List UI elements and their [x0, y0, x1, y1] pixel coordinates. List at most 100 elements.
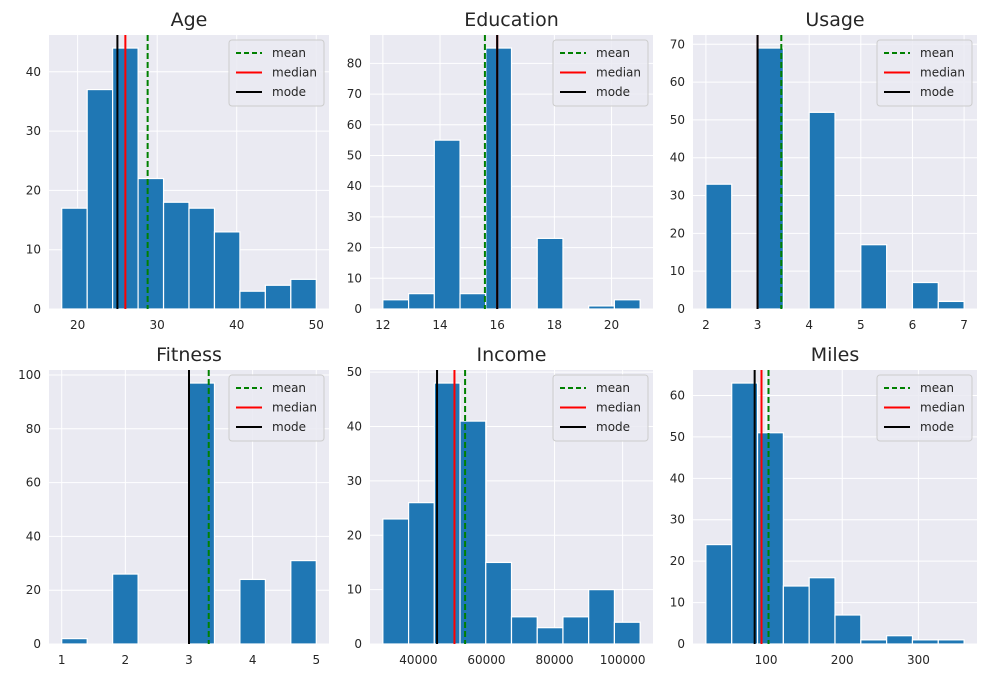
age-y-tick-label: 0: [33, 302, 41, 316]
income-histogram-bar: [536, 627, 564, 645]
miles-histogram-bar: [808, 577, 836, 645]
income-histogram-bar: [407, 502, 435, 645]
miles-legend: mean median mode: [876, 374, 973, 442]
income-y-tick-label: 40: [347, 420, 362, 434]
usage-legend: mean median mode: [876, 39, 973, 107]
age-y-tick-label: 20: [26, 183, 41, 197]
age-y-tick-label: 40: [26, 65, 41, 79]
usage-y-tick-label: 0: [677, 302, 685, 316]
miles-y-tick-label: 40: [670, 471, 685, 485]
fitness-y-tick-label: 20: [26, 583, 41, 597]
education-y-tick-label: 80: [347, 56, 362, 70]
usage-chart-title: Usage: [805, 9, 864, 31]
education-y-tick-label: 10: [347, 271, 362, 285]
usage-legend-box: [876, 39, 973, 107]
education-histogram-panel: 12 14 16 18 20 0 10 20 30 40 50 60 70 80 Education mean…: [347, 9, 653, 332]
income-legend-mean-label: mean: [596, 381, 630, 395]
fitness-x-tick-label: 2: [122, 653, 130, 667]
usage-legend-mean-label: mean: [920, 46, 954, 60]
usage-x-tick-label: 6: [909, 318, 917, 332]
education-y-tick-label: 50: [347, 148, 362, 162]
age-x-tick-label: 30: [150, 318, 165, 332]
fitness-legend-median-label: median: [272, 401, 317, 415]
fitness-histogram-bar: [239, 578, 266, 645]
education-y-tick-label: 20: [347, 241, 362, 255]
age-histogram-bar: [264, 284, 292, 310]
education-y-tick-label: 0: [354, 302, 362, 316]
miles-histogram-bar: [911, 639, 939, 645]
fitness-x-tick-label: 3: [185, 653, 193, 667]
income-chart-title: Income: [477, 344, 547, 366]
fitness-chart-title: Fitness: [156, 344, 222, 366]
fitness-legend-mode-label: mode: [272, 420, 306, 434]
age-histogram-bar: [61, 207, 88, 310]
fitness-legend: mean median mode: [228, 374, 325, 442]
fitness-y-tick-label: 80: [26, 422, 41, 436]
fitness-histogram-bar: [61, 638, 88, 645]
fitness-y-tick-label: 100: [18, 368, 41, 382]
fitness-x-tick-label: 4: [249, 653, 257, 667]
fitness-legend-mean-label: mean: [272, 381, 306, 395]
education-legend-mean-label: mean: [596, 46, 630, 60]
age-histogram-bar: [137, 177, 165, 310]
miles-legend-mean-label: mean: [920, 381, 954, 395]
miles-histogram-bar: [834, 614, 862, 645]
miles-histogram-bar: [731, 382, 759, 645]
fitness-x-tick-label: 1: [58, 653, 66, 667]
income-histogram-bar: [562, 616, 590, 645]
miles-legend-mode-label: mode: [920, 420, 954, 434]
usage-x-tick-label: 3: [754, 318, 762, 332]
income-histogram-bar: [459, 420, 487, 645]
miles-histogram-panel: 100 200 300 0 10 20 30 40 50 60 Miles mean median mod…: [670, 344, 977, 667]
income-y-tick-label: 30: [347, 474, 362, 488]
usage-y-tick-label: 70: [670, 37, 685, 51]
education-legend-median-label: median: [596, 66, 641, 80]
income-y-tick-label: 0: [354, 637, 362, 651]
fitness-y-tick-label: 40: [26, 529, 41, 543]
age-y-tick-label: 30: [26, 124, 41, 138]
education-x-tick-label: 20: [604, 318, 619, 332]
miles-y-tick-label: 50: [670, 430, 685, 444]
fitness-histogram-panel: 1 2 3 4 5 0 20 40 60 80 100 Fitness mean median mode: [18, 344, 329, 667]
age-histogram-bar: [188, 207, 216, 310]
education-y-tick-label: 30: [347, 210, 362, 224]
income-histogram-bar: [510, 616, 538, 645]
education-x-tick-label: 14: [432, 318, 447, 332]
fitness-histogram-bar: [188, 382, 216, 645]
education-histogram-bar: [485, 47, 513, 310]
age-histogram-bar: [162, 201, 190, 310]
usage-y-tick-label: 20: [670, 226, 685, 240]
income-x-tick-label: 40000: [399, 653, 437, 667]
age-x-tick-label: 50: [309, 318, 324, 332]
income-y-tick-label: 50: [347, 365, 362, 379]
age-y-tick-label: 10: [26, 243, 41, 257]
income-x-tick-label: 80000: [535, 653, 573, 667]
income-legend-box: [552, 374, 649, 442]
income-legend: mean median mode: [552, 374, 649, 442]
education-y-tick-label: 40: [347, 179, 362, 193]
usage-y-tick-label: 10: [670, 264, 685, 278]
miles-y-tick-label: 60: [670, 388, 685, 402]
income-histogram-bar: [382, 518, 410, 645]
income-legend-median-label: median: [596, 401, 641, 415]
education-x-tick-label: 12: [375, 318, 390, 332]
miles-x-tick-label: 100: [755, 653, 778, 667]
age-histogram-panel: 20 30 40 50 0 10 20 30 40 Age mean median mode: [26, 9, 329, 332]
income-y-tick-label: 10: [347, 583, 362, 597]
education-y-tick-label: 70: [347, 87, 362, 101]
miles-histogram-bar: [937, 639, 965, 645]
usage-x-tick-label: 7: [960, 318, 968, 332]
age-legend: mean median mode: [228, 39, 325, 107]
education-histogram-bar: [433, 139, 461, 310]
usage-histogram-bar: [937, 300, 965, 310]
usage-histogram-bar: [808, 111, 836, 310]
age-histogram-bar: [290, 278, 317, 310]
miles-histogram-bar: [782, 585, 810, 645]
usage-histogram-bar: [860, 244, 888, 310]
miles-chart-title: Miles: [811, 344, 860, 366]
education-histogram-bar: [588, 305, 616, 310]
education-histogram-bar: [613, 299, 641, 310]
miles-y-tick-label: 20: [670, 554, 685, 568]
